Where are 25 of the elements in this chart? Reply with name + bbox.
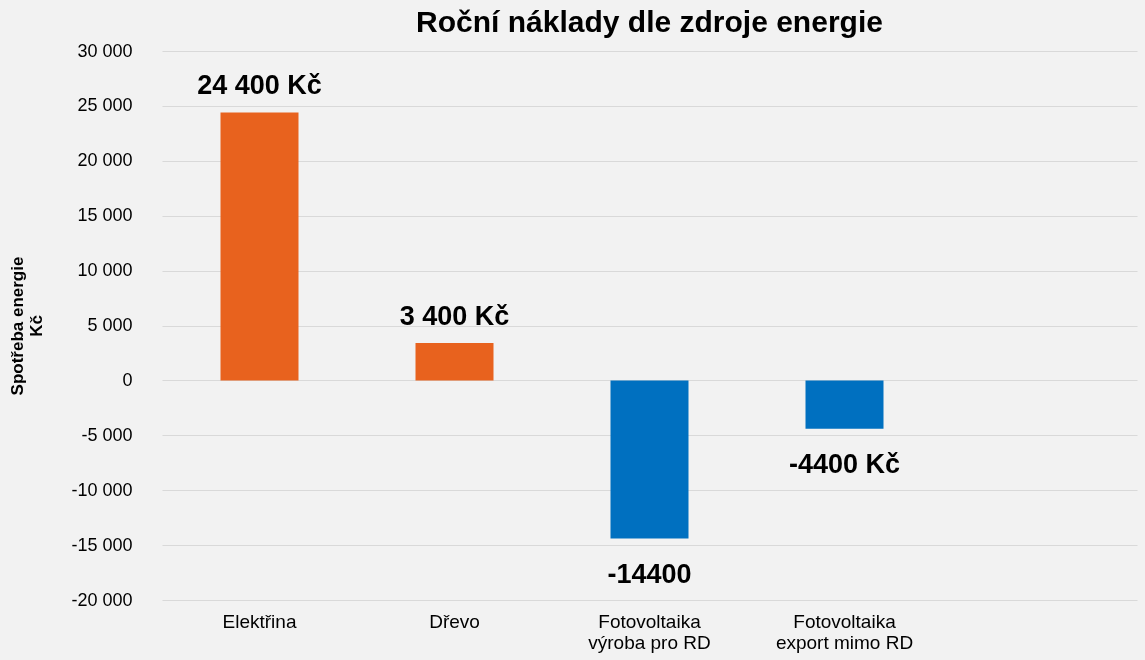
data-label: 24 400 Kč	[197, 70, 322, 101]
y-tick-label: 15 000	[77, 205, 133, 226]
y-tick-label: 5 000	[87, 315, 133, 335]
y-tick-label: 25 000	[77, 95, 133, 116]
y-axis-title: Spotřeba energie Kč	[8, 256, 47, 396]
bar	[415, 343, 494, 381]
y-tick-label: -15 000	[71, 534, 133, 555]
x-tick-label: Fotovoltaika export mimo RD	[775, 610, 914, 653]
y-tick-label: -10 000	[71, 479, 133, 500]
bar	[805, 380, 884, 429]
bar	[220, 112, 299, 381]
y-tick-label: 20 000	[77, 150, 133, 171]
x-tick-label: Elektřina	[222, 610, 297, 632]
y-tick-label: 30 000	[77, 40, 133, 61]
x-tick-label: Dřevo	[429, 610, 480, 632]
bar	[610, 380, 689, 539]
x-tick-label: Fotovoltaika výroba pro RD	[588, 610, 711, 653]
data-label: -4400 Kč	[788, 448, 901, 479]
data-label: 3 400 Kč	[399, 301, 510, 332]
y-tick-label: -5 000	[81, 424, 133, 445]
chart-title: Roční náklady dle zdroje energie	[416, 5, 883, 38]
y-tick-label: 10 000	[77, 260, 133, 281]
y-tick-label: -20 000	[71, 589, 133, 610]
y-tick-label: 0	[122, 369, 133, 390]
data-label: -14400	[607, 558, 692, 589]
